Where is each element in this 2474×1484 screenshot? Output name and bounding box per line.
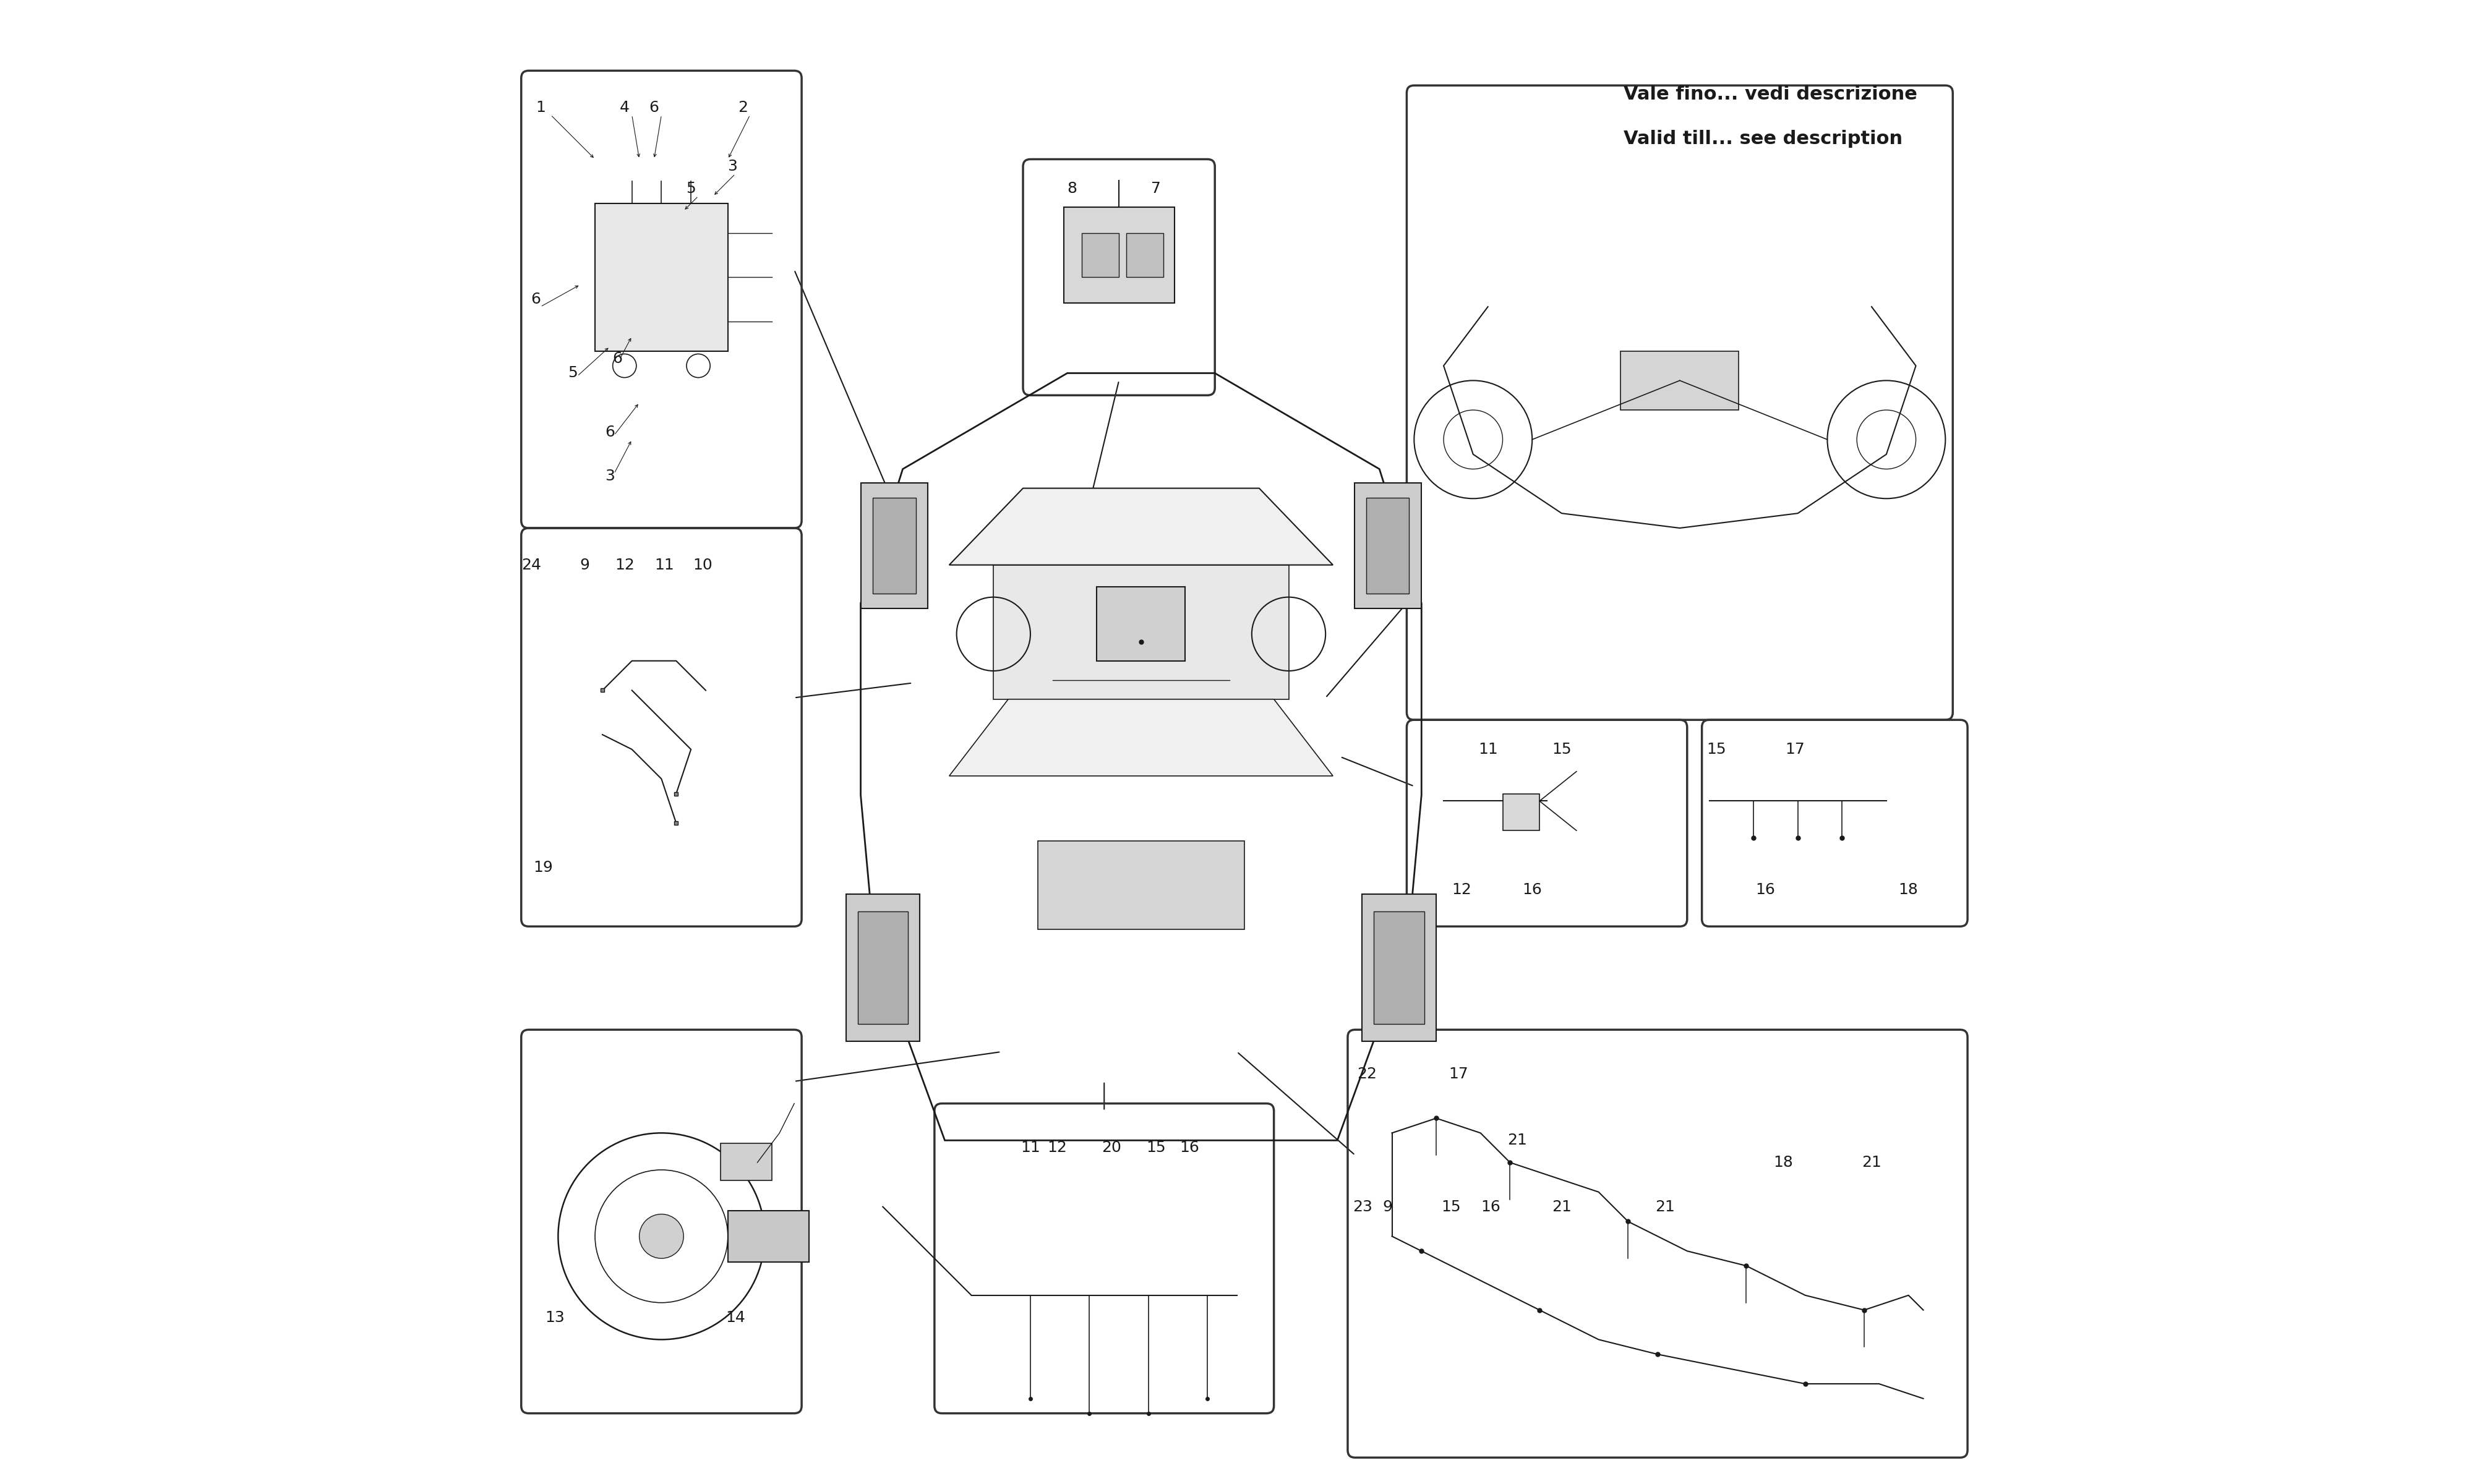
Bar	[1620, 352, 1739, 410]
Text: 20: 20	[1101, 1140, 1121, 1155]
Text: 21: 21	[1863, 1155, 1880, 1169]
Text: 15: 15	[1145, 1140, 1165, 1155]
Text: 4: 4	[618, 99, 628, 114]
Polygon shape	[950, 488, 1333, 565]
Text: 23: 23	[1353, 1199, 1373, 1214]
Text: 6: 6	[648, 99, 658, 114]
Bar	[1502, 794, 1539, 831]
Text: 10: 10	[693, 558, 713, 573]
Bar	[1064, 208, 1175, 303]
Text: Vale fino... vedi descrizione: Vale fino... vedi descrizione	[1623, 86, 1917, 104]
Text: 6: 6	[611, 352, 621, 367]
Text: 11: 11	[1477, 742, 1497, 757]
Bar	[1356, 484, 1420, 608]
Bar	[1037, 841, 1244, 929]
Text: 18: 18	[1774, 1155, 1794, 1169]
Text: 21: 21	[1551, 1199, 1571, 1214]
Text: 16: 16	[1482, 1199, 1502, 1214]
Text: 5: 5	[569, 365, 579, 380]
Bar	[727, 1211, 809, 1261]
Text: 3: 3	[604, 469, 614, 484]
Bar	[1373, 911, 1425, 1024]
Text: 12: 12	[614, 558, 633, 573]
Text: 17: 17	[1786, 742, 1804, 757]
Text: 13: 13	[544, 1310, 564, 1325]
Text: 21: 21	[1507, 1132, 1526, 1147]
Text: 7: 7	[1150, 181, 1160, 196]
Text: 12: 12	[1047, 1140, 1066, 1155]
Bar	[861, 484, 928, 608]
Bar	[1363, 893, 1435, 1042]
Text: 21: 21	[1655, 1199, 1675, 1214]
Bar	[596, 203, 727, 352]
Text: 24: 24	[522, 558, 542, 573]
Bar	[1126, 233, 1163, 278]
Polygon shape	[995, 565, 1289, 699]
Bar	[846, 893, 920, 1042]
Bar	[1081, 233, 1118, 278]
Text: 15: 15	[1551, 742, 1571, 757]
Text: 15: 15	[1442, 1199, 1460, 1214]
Text: 2: 2	[737, 99, 747, 114]
Bar	[873, 497, 915, 594]
Text: 6: 6	[532, 292, 542, 307]
Text: Valid till... see description: Valid till... see description	[1623, 129, 1903, 147]
Circle shape	[638, 1214, 683, 1258]
Text: 9: 9	[1383, 1199, 1393, 1214]
Text: 16: 16	[1522, 881, 1541, 896]
Text: 1: 1	[534, 99, 544, 114]
Bar	[1366, 497, 1410, 594]
Bar	[720, 1143, 772, 1180]
Polygon shape	[950, 699, 1333, 776]
Text: 22: 22	[1356, 1067, 1376, 1082]
Text: 15: 15	[1707, 742, 1727, 757]
Bar	[1096, 588, 1185, 660]
Text: 6: 6	[604, 424, 614, 439]
Text: 12: 12	[1452, 881, 1472, 896]
Text: 5: 5	[685, 181, 695, 196]
Text: 18: 18	[1898, 881, 1917, 896]
Text: 16: 16	[1180, 1140, 1200, 1155]
Text: 19: 19	[534, 861, 554, 876]
Text: 16: 16	[1757, 881, 1776, 896]
Text: 8: 8	[1066, 181, 1076, 196]
Bar	[858, 911, 908, 1024]
Text: 11: 11	[656, 558, 675, 573]
Text: 17: 17	[1450, 1067, 1467, 1082]
Text: 11: 11	[1022, 1140, 1039, 1155]
Text: 9: 9	[579, 558, 589, 573]
Text: 14: 14	[725, 1310, 745, 1325]
Text: 3: 3	[727, 159, 737, 174]
